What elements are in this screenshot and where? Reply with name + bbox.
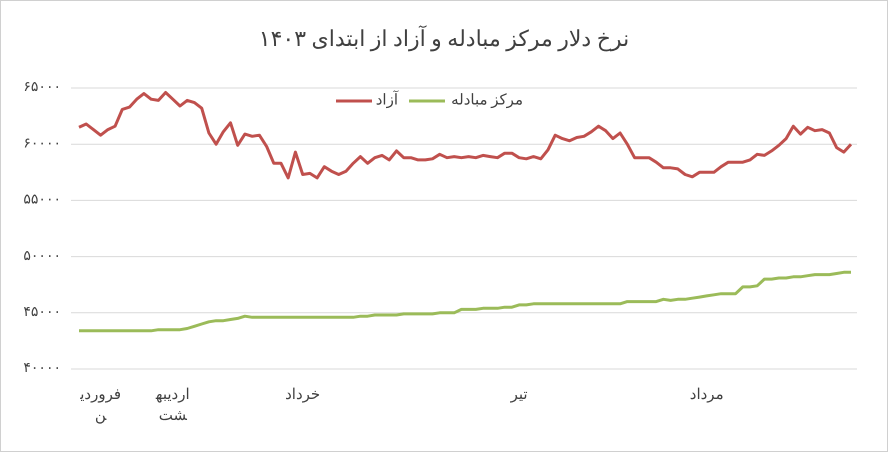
legend-label: مرکز مبادله <box>451 92 523 108</box>
x-tick-label: اردیبهشت <box>155 387 190 424</box>
series-line <box>79 270 851 333</box>
y-tick-label: ۵۵۰۰۰ <box>23 193 61 208</box>
y-tick-label: ۶۰۰۰۰ <box>23 136 61 151</box>
x-tick-label: مرداد <box>689 387 724 403</box>
y-tick-label: ۴۵۰۰۰ <box>23 305 61 320</box>
chart-title: نرخ دلار مرکز مبادله و آزاد از ابتدای ۱۴… <box>259 25 629 52</box>
y-tick-label: ۴۰۰۰۰ <box>23 361 61 376</box>
x-tick-label: تیر <box>510 387 528 403</box>
legend-label: آزاد <box>376 90 399 108</box>
x-tick-label: خرداد <box>285 387 321 403</box>
series-line <box>78 91 853 180</box>
x-tick-label: فروردین <box>80 387 122 424</box>
y-tick-label: ۶۵۰۰۰ <box>23 80 61 95</box>
y-tick-label: ۵۰۰۰۰ <box>23 249 61 264</box>
